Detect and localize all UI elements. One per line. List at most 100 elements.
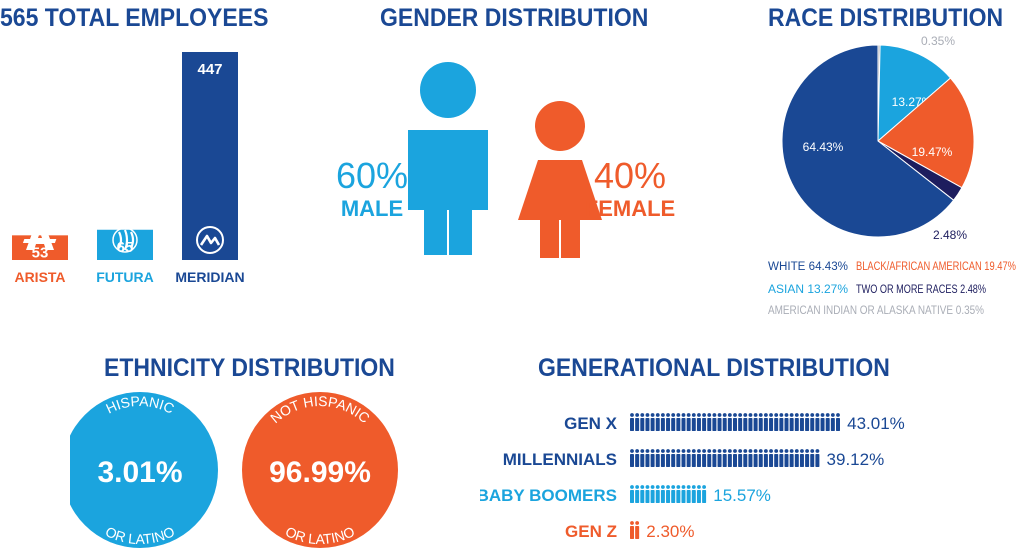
person-icon (640, 449, 645, 467)
person-body (774, 454, 779, 467)
person-head (815, 413, 820, 417)
legend-item: ASIAN 13.27% (768, 284, 848, 296)
generation-icon-row (630, 485, 707, 503)
person-icon (707, 413, 712, 431)
generation-title: GENERATIONAL DISTRIBUTION (538, 354, 890, 382)
person-icon (630, 521, 634, 539)
person-body (696, 418, 701, 431)
person-body (671, 490, 676, 503)
person-icon (681, 449, 686, 467)
person-head (650, 485, 655, 489)
person-icon (640, 413, 645, 431)
person-head (743, 449, 748, 453)
person-body (779, 418, 784, 431)
person-head (743, 413, 748, 417)
person-icon (794, 449, 799, 467)
person-head (779, 413, 784, 417)
person-head (681, 449, 686, 453)
person-body (799, 418, 804, 431)
person-body (743, 454, 748, 467)
person-head (733, 449, 737, 453)
race-title: RACE DISTRIBUTION (768, 4, 1004, 32)
person-body (836, 418, 840, 431)
person-head (717, 413, 722, 417)
person-body (707, 454, 712, 467)
person-head (630, 413, 634, 417)
person-icon (825, 413, 830, 431)
person-body (810, 418, 815, 431)
person-body (660, 454, 665, 467)
person-icon (743, 449, 748, 467)
person-head (691, 449, 696, 453)
person-body (763, 418, 768, 431)
person-icon (758, 413, 763, 431)
person-head (836, 413, 840, 417)
person-icon (784, 449, 789, 467)
person-body (655, 490, 660, 503)
person-head (645, 449, 650, 453)
person-body (655, 418, 660, 431)
person-body (645, 454, 650, 467)
female-leg-gap (559, 220, 561, 258)
person-body (717, 418, 722, 431)
person-icon (630, 485, 634, 503)
person-head (676, 449, 681, 453)
generation-value: 43.01% (847, 414, 905, 433)
person-icon (748, 449, 753, 467)
person-head (810, 413, 815, 417)
person-icon (655, 485, 660, 503)
bar-category-label: ARISTA (14, 269, 65, 285)
person-body (712, 454, 717, 467)
pie-slice-0 (781, 44, 955, 238)
person-head (722, 449, 727, 453)
pie-slice-2 (877, 44, 952, 143)
person-icon (774, 449, 779, 467)
person-head (748, 449, 753, 453)
person-icon (733, 413, 737, 431)
person-icon (666, 485, 671, 503)
person-icon (805, 413, 810, 431)
futura-ring (112, 227, 138, 253)
male-leg-gap (447, 210, 449, 255)
person-body (676, 454, 681, 467)
person-icon (722, 413, 727, 431)
person-head (630, 449, 634, 453)
person-icon (691, 413, 696, 431)
person-head (676, 485, 681, 489)
person-body (691, 418, 696, 431)
person-icon (660, 449, 665, 467)
person-icon (655, 449, 660, 467)
gender-pictogram: 60%MALE 40%FEMALE (336, 62, 675, 258)
person-body (630, 490, 634, 503)
person-body (774, 418, 779, 431)
person-head (691, 485, 696, 489)
person-body (630, 454, 634, 467)
person-head (640, 413, 645, 417)
person-body (758, 454, 763, 467)
person-icon (676, 485, 681, 503)
person-body (743, 418, 748, 431)
person-icon (666, 449, 671, 467)
person-icon (630, 449, 634, 467)
bar-futura (97, 229, 153, 260)
person-body (660, 418, 665, 431)
person-icon (836, 413, 840, 431)
person-body (722, 454, 727, 467)
ethnicity-arc-bottom: OR LATINO (103, 523, 177, 547)
person-body (805, 418, 810, 431)
meridian-logo-icon (196, 226, 224, 254)
ethnicity-title: ETHNICITY DISTRIBUTION (104, 354, 395, 382)
person-body (666, 418, 671, 431)
person-head (748, 413, 753, 417)
person-head (661, 449, 665, 453)
person-head (805, 413, 809, 417)
person-body (769, 454, 774, 467)
generation-label: GEN X (564, 414, 618, 433)
person-icon (650, 485, 655, 503)
person-head (774, 449, 779, 453)
person-head (661, 413, 665, 417)
person-icon (712, 449, 717, 467)
generation-value: 2.30% (646, 522, 694, 541)
person-icon (707, 449, 712, 467)
